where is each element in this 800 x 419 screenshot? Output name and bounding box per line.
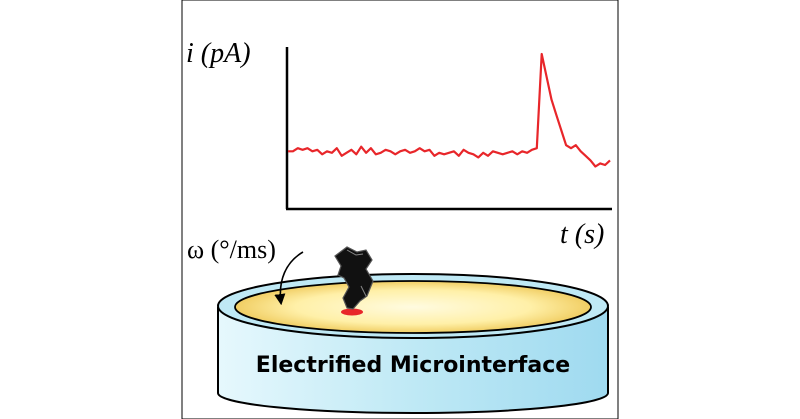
current-time-chart: i (pA) t (s) — [186, 38, 612, 250]
contact-spot — [341, 308, 363, 316]
y-axis-label: i (pA) — [186, 38, 251, 69]
rotation-rate-label: ω (°/ms) — [187, 235, 276, 264]
particle-highlight — [346, 249, 367, 297]
particle-icon — [334, 246, 374, 310]
rotation-arrow-icon — [274, 251, 304, 306]
liquid-interface — [234, 280, 592, 334]
interface-label: Electrified Microinterface — [256, 353, 570, 378]
x-axis-label: t (s) — [560, 219, 604, 250]
panel-border — [181, 0, 619, 419]
series-line-current — [288, 52, 611, 168]
microinterface-diagram: ω (°/ms) Electrified Microinterface — [187, 235, 609, 414]
series-layer — [288, 52, 611, 168]
